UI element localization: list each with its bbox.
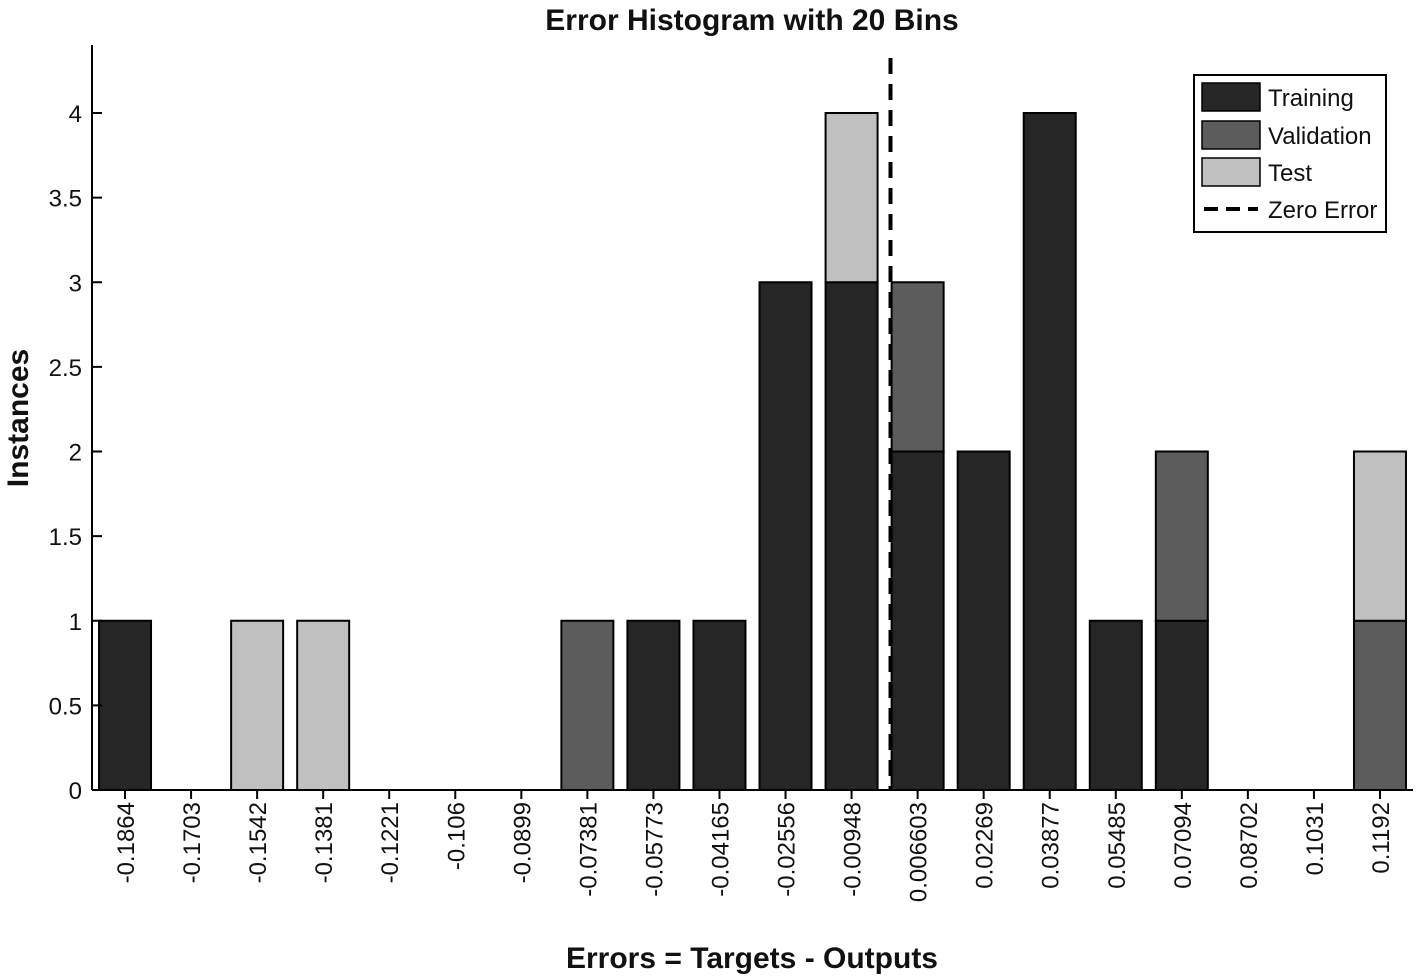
- bar-training-16: [1154, 619, 1209, 791]
- x-tick-label: 0.02269: [972, 802, 999, 889]
- x-tick-label: -0.00948: [840, 802, 867, 897]
- legend-swatch-training: [1201, 82, 1261, 112]
- y-tick-label: 3: [69, 270, 82, 297]
- x-ticks-group: -0.1864 -0.1703 -0.1542 -0.1381 -0.1221 -0.10…: [113, 790, 1395, 902]
- legend-label-validation: Validation: [1268, 123, 1372, 150]
- y-tick-label: 1: [69, 609, 82, 636]
- y-tick-label: 0: [69, 778, 82, 805]
- bar-test-11: [824, 112, 879, 284]
- bar-training-14: [1022, 112, 1077, 791]
- bar-validation-19: [1352, 619, 1407, 791]
- x-tick-label: -0.1703: [179, 802, 206, 883]
- bar-training-12: [890, 450, 945, 791]
- legend-swatch-validation: [1201, 120, 1261, 150]
- legend: Training Validation Test Zero Error: [1193, 74, 1387, 233]
- x-tick-label: -0.04165: [707, 802, 734, 897]
- legend-label-test: Test: [1268, 160, 1312, 187]
- y-tick-label: 3.5: [49, 186, 82, 213]
- x-tick-label: -0.02556: [774, 802, 801, 897]
- x-tick-label: -0.106: [443, 802, 470, 870]
- bar-training-9: [692, 619, 747, 791]
- x-tick-label: -0.05773: [641, 802, 668, 897]
- x-tick-label: 0.08702: [1236, 802, 1263, 889]
- bar-training-10: [758, 281, 813, 791]
- bar-training-11: [824, 281, 879, 791]
- x-tick-label: 0.05485: [1104, 802, 1131, 889]
- bar-training-0: [98, 619, 153, 791]
- legend-swatch-test: [1201, 157, 1261, 187]
- y-tick-label: 0.5: [49, 693, 82, 720]
- x-tick-label: -0.1221: [377, 802, 404, 883]
- bars-group: [98, 112, 1407, 791]
- x-tick-label: 0.1031: [1302, 802, 1329, 875]
- x-tick-label: -0.1542: [245, 802, 272, 883]
- bar-validation-7: [560, 619, 615, 791]
- x-tick-label: 0.07094: [1170, 802, 1197, 889]
- y-tick-label: 2: [69, 440, 82, 467]
- legend-label-zero-error: Zero Error: [1268, 197, 1377, 224]
- y-tick-label: 2.5: [49, 355, 82, 382]
- y-axis-label: Instances: [2, 349, 35, 487]
- x-tick-label: -0.1864: [113, 802, 140, 883]
- x-tick-label: -0.0899: [509, 802, 536, 883]
- bar-test-19: [1352, 450, 1407, 622]
- y-tick-label: 4: [69, 101, 82, 128]
- bar-validation-16: [1154, 450, 1209, 622]
- bar-validation-12: [890, 281, 945, 453]
- bar-training-13: [956, 450, 1011, 791]
- bar-test-3: [296, 619, 351, 791]
- legend-label-training: Training: [1268, 85, 1354, 112]
- bar-test-2: [230, 619, 285, 791]
- x-tick-label: 0.03877: [1038, 802, 1065, 889]
- y-tick-label: 1.5: [49, 524, 82, 551]
- x-tick-label: 0.1192: [1368, 802, 1395, 874]
- x-tick-label: 0.006603: [906, 802, 933, 902]
- bar-training-8: [626, 619, 681, 791]
- y-ticks-group: 0 0.5 1 1.5 2 2.5 3 3.5 4: [49, 101, 102, 805]
- x-tick-label: -0.07381: [575, 802, 602, 897]
- bar-training-15: [1088, 619, 1143, 791]
- chart-title: Error Histogram with 20 Bins: [545, 4, 958, 37]
- x-axis-label: Errors = Targets - Outputs: [566, 942, 938, 975]
- x-tick-label: -0.1381: [311, 802, 338, 883]
